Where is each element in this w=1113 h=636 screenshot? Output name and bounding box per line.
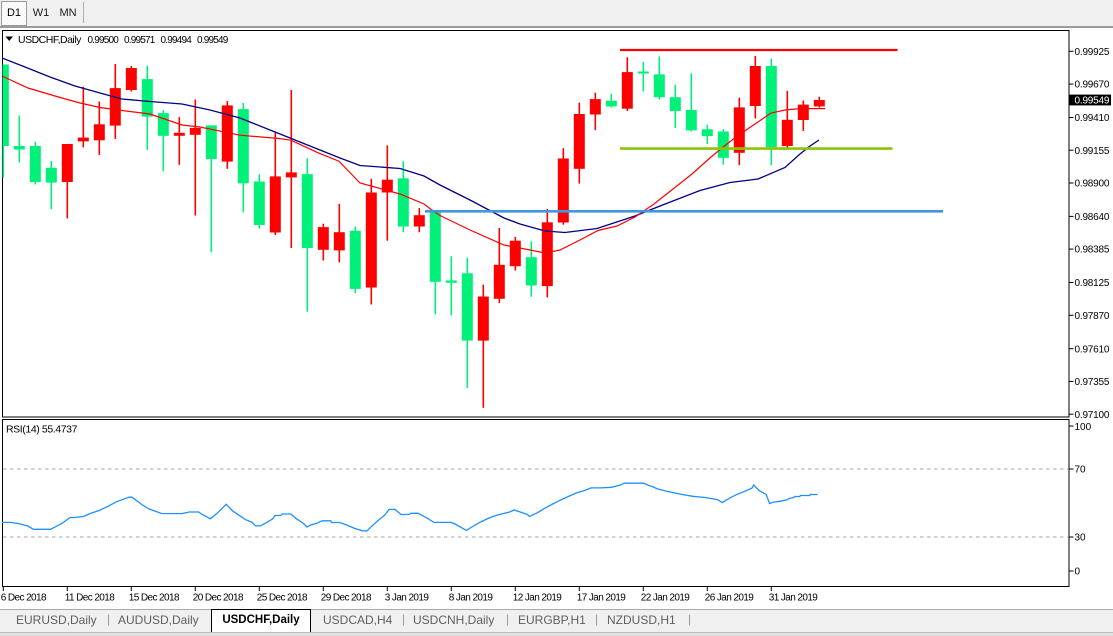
svg-text:11 Dec 2018: 11 Dec 2018 [65, 593, 115, 604]
svg-text:0.99500: 0.99500 [88, 35, 120, 46]
svg-text:0.99410: 0.99410 [1075, 113, 1110, 124]
svg-text:0.99494: 0.99494 [161, 35, 193, 46]
svg-text:0.98640: 0.98640 [1075, 212, 1110, 223]
svg-text:0.97870: 0.97870 [1075, 311, 1110, 322]
svg-text:0.99670: 0.99670 [1075, 80, 1110, 91]
svg-text:30: 30 [1075, 533, 1087, 544]
svg-text:0.97100: 0.97100 [1075, 410, 1110, 421]
svg-text:0.99549: 0.99549 [197, 35, 229, 46]
svg-text:17 Jan 2019: 17 Jan 2019 [577, 593, 626, 604]
svg-text:6 Dec 2018: 6 Dec 2018 [1, 593, 47, 604]
svg-text:15 Dec 2018: 15 Dec 2018 [129, 593, 180, 604]
svg-text:RSI(14) 55.4737: RSI(14) 55.4737 [6, 424, 78, 436]
svg-text:26 Jan 2019: 26 Jan 2019 [705, 593, 754, 604]
svg-text:0.98385: 0.98385 [1075, 245, 1110, 256]
svg-text:0.98125: 0.98125 [1075, 278, 1110, 289]
svg-text:70: 70 [1075, 465, 1087, 476]
svg-text:12 Jan 2019: 12 Jan 2019 [513, 593, 562, 604]
svg-text:8 Jan 2019: 8 Jan 2019 [449, 593, 494, 604]
svg-text:USDCHF,Daily: USDCHF,Daily [18, 34, 82, 46]
svg-text:0.97355: 0.97355 [1075, 377, 1110, 388]
svg-text:0.97610: 0.97610 [1075, 344, 1110, 355]
svg-text:0.99155: 0.99155 [1075, 146, 1110, 157]
svg-text:0: 0 [1075, 567, 1081, 578]
svg-text:20 Dec 2018: 20 Dec 2018 [193, 593, 244, 604]
svg-text:3 Jan 2019: 3 Jan 2019 [385, 593, 430, 604]
svg-text:0.99925: 0.99925 [1075, 47, 1110, 58]
svg-text:29 Dec 2018: 29 Dec 2018 [321, 593, 372, 604]
svg-text:0.99571: 0.99571 [124, 35, 156, 46]
svg-text:25 Dec 2018: 25 Dec 2018 [257, 593, 308, 604]
svg-text:31 Jan 2019: 31 Jan 2019 [769, 593, 818, 604]
svg-text:100: 100 [1075, 422, 1092, 433]
svg-text:22 Jan 2019: 22 Jan 2019 [641, 593, 690, 604]
svg-text:0.98900: 0.98900 [1075, 179, 1110, 190]
svg-text:0.99549: 0.99549 [1075, 95, 1110, 106]
